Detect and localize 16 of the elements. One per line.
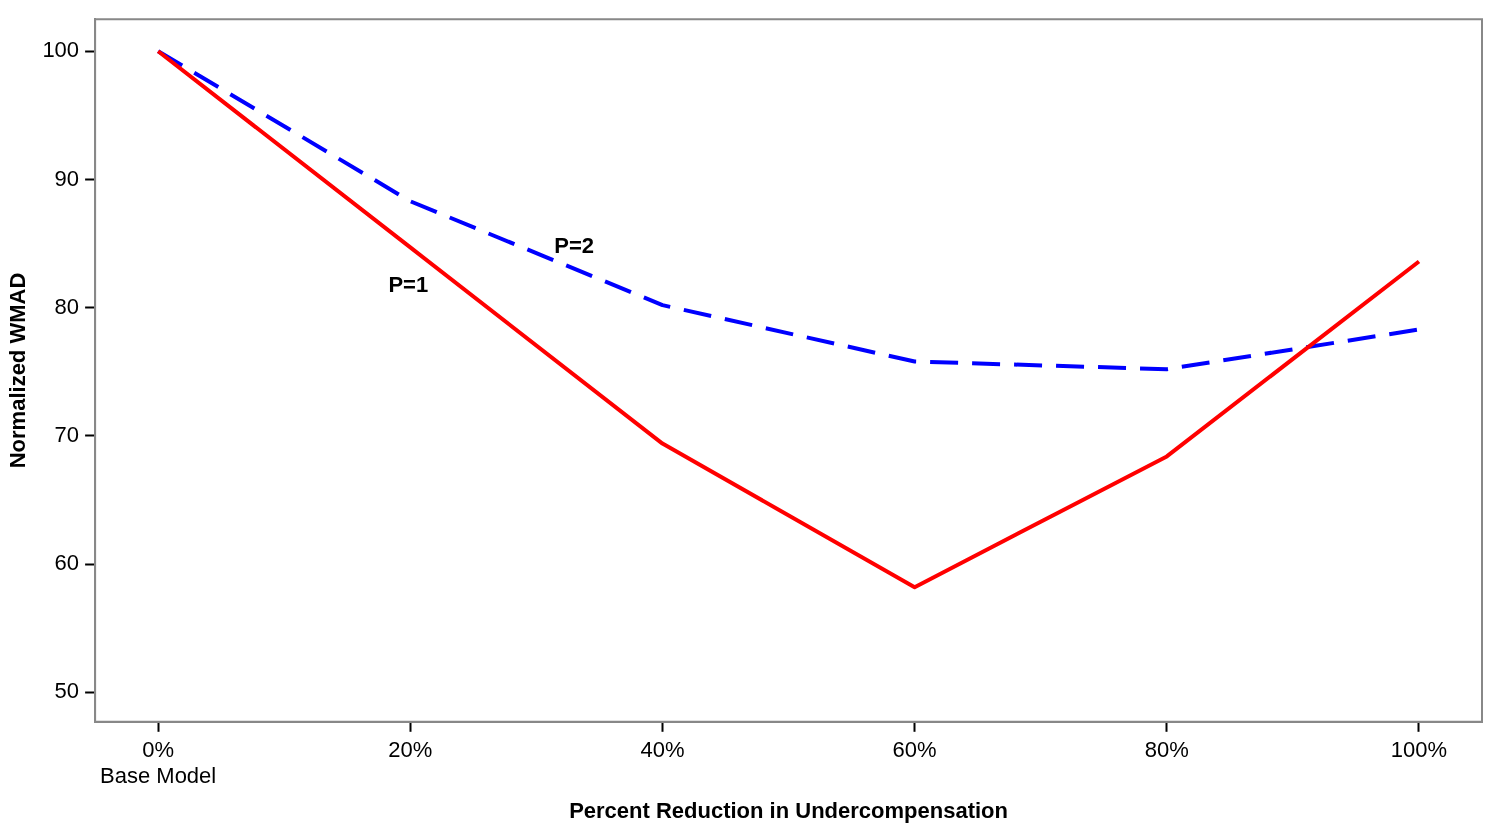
y-tick-label: 60 xyxy=(54,550,80,576)
x-tick-label: 40% xyxy=(640,737,685,763)
y-tick-label: 70 xyxy=(54,421,80,447)
series-label: P=2 xyxy=(554,232,595,258)
y-axis-title: Normalized WMAD xyxy=(5,272,31,469)
y-tick-label: 50 xyxy=(54,678,80,704)
x-tick-label: 100% xyxy=(1390,737,1448,763)
y-tick-label: 100 xyxy=(42,37,80,63)
y-tick-label: 80 xyxy=(54,293,80,319)
x-tick-label: 60% xyxy=(892,737,937,763)
y-tick-label: 90 xyxy=(54,165,80,191)
x-axis-title: Percent Reduction in Undercompensation xyxy=(569,797,1008,823)
x-tick-label: 80% xyxy=(1144,737,1189,763)
x-tick-label: 0% Base Model xyxy=(100,737,217,789)
series-label: P=1 xyxy=(388,272,429,298)
x-tick-label: 20% xyxy=(388,737,433,763)
